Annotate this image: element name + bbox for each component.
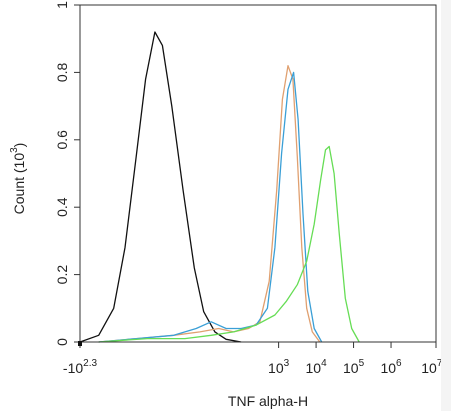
y-tick-label: 0 (54, 338, 70, 346)
x-tick-label-base: -10 (63, 360, 83, 376)
histogram-line-3 (98, 71, 323, 343)
x-tick-label-base: 10 (268, 360, 284, 376)
y-axis-ticks: 0 0.2 0.4 0.6 0.8 1 (54, 1, 80, 346)
x-tick-label-exponent: 2.3 (83, 358, 97, 369)
x-tick-label: 103 (268, 358, 290, 376)
x-tick-label-base: 10 (421, 360, 437, 376)
x-tick-label-exponent: 3 (284, 358, 290, 369)
y-tick-label: 0.8 (54, 62, 70, 82)
x-tick-label-exponent: 5 (359, 358, 365, 369)
y-tick-label: 1 (54, 1, 70, 9)
x-tick-label-base: 10 (343, 360, 359, 376)
y-axis-label-main: Count (10 (11, 153, 27, 215)
x-tick-label: 107.2 (421, 358, 441, 376)
x-tick-label-base: 10 (380, 360, 396, 376)
x-tick-label: 104 (306, 358, 328, 376)
histogram-line-1 (79, 31, 242, 343)
x-tick-label-exponent: 4 (321, 358, 327, 369)
x-tick-label-base: 10 (306, 360, 322, 376)
y-tick-label: 0.6 (54, 130, 70, 150)
plot-frame (79, 4, 437, 343)
right-edge-strip (441, 0, 451, 411)
origin-marker (78, 341, 82, 346)
histogram-line-2 (98, 65, 321, 343)
y-axis-label: Count (103) (9, 143, 27, 215)
histogram-line-4 (98, 145, 360, 343)
y-tick-label: 0.2 (54, 265, 70, 285)
x-tick-label: -102.3 (63, 358, 98, 376)
x-tick-label: 106 (380, 358, 402, 376)
y-axis-label-exponent: 3 (9, 147, 20, 153)
x-axis-label: TNF alpha-H (228, 393, 308, 409)
y-tick-label: 0.4 (54, 197, 70, 217)
y-axis-label-close: ) (11, 143, 27, 148)
plot-lines (79, 31, 360, 343)
x-tick-label-exponent: 6 (396, 358, 402, 369)
x-tick-label: 105 (343, 358, 365, 376)
